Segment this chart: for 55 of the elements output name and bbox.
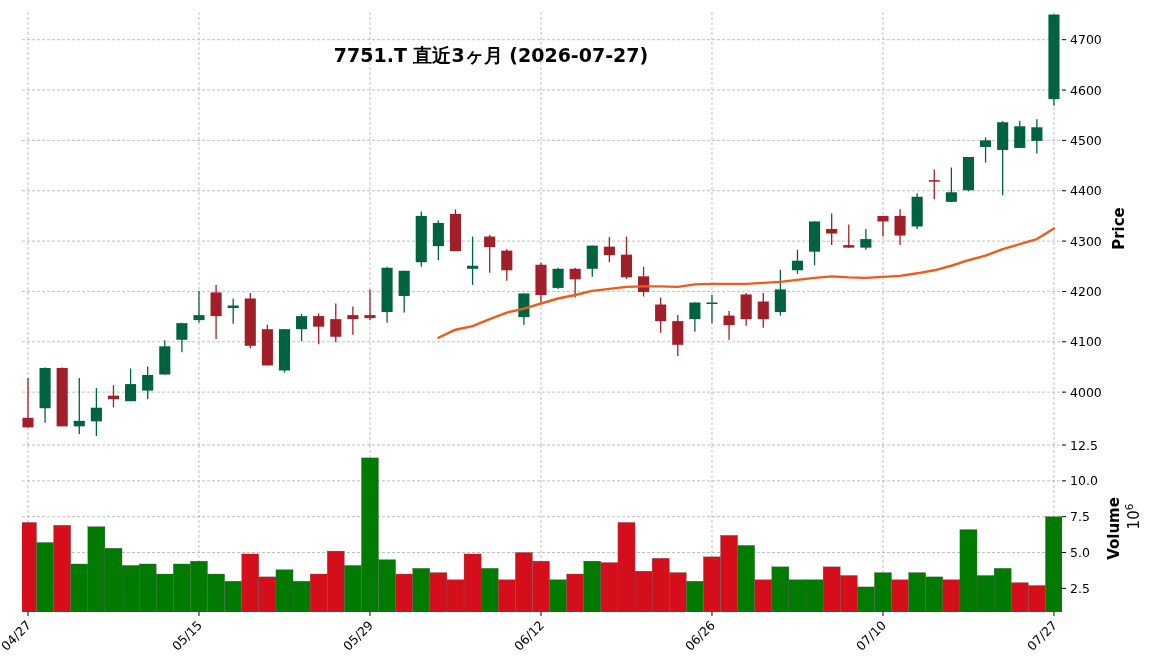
y-tick-label: 7.5: [1070, 509, 1090, 525]
candlestick: [313, 312, 325, 345]
candlestick: [569, 267, 581, 299]
candlestick: [672, 314, 684, 357]
y-tick-label: 4400: [1070, 183, 1102, 199]
candlestick: [843, 223, 855, 249]
candlestick: [193, 290, 205, 324]
candlestick: [689, 301, 701, 333]
candlestick: [330, 302, 342, 343]
candlestick: [296, 313, 308, 342]
text: 7751.T 直近3ヶ月 (2026-07-27): [333, 44, 649, 66]
candlestick: [980, 136, 992, 164]
candlestick: [723, 310, 735, 341]
y-tick-label: 4200: [1070, 283, 1102, 299]
candlestick: [655, 296, 667, 334]
y-tick-label: 10.0: [1070, 473, 1098, 489]
candlestick: [22, 377, 34, 429]
y-tick-label: 4600: [1070, 82, 1102, 98]
candlestick: [210, 284, 222, 340]
y-tick-label: 5.0: [1070, 545, 1090, 561]
candlestick: [364, 288, 376, 321]
y-tick-label: 4000: [1070, 384, 1102, 400]
candlestick: [467, 235, 479, 286]
y-tick-label: 4300: [1070, 233, 1102, 249]
candlestick: [347, 305, 359, 336]
candlestick: [774, 269, 786, 317]
candlestick: [142, 365, 154, 400]
candlestick: [1031, 118, 1043, 155]
candlestick: [894, 208, 906, 246]
candlestick: [90, 387, 102, 437]
candlestick: [176, 322, 188, 354]
candlestick: [125, 367, 137, 402]
y-tick-label: 2.5: [1070, 580, 1090, 596]
y-axis-title: Price: [1110, 207, 1128, 250]
candlestick: [945, 166, 957, 203]
candlestick: [586, 244, 598, 278]
candlestick: [501, 248, 513, 282]
candlestick: [432, 219, 444, 261]
y-tick-label: 4700: [1070, 32, 1102, 48]
candlestick: [860, 228, 872, 251]
candlestick: [826, 212, 838, 246]
candlestick: [484, 234, 496, 274]
candlestick: [620, 235, 633, 280]
candlestick: [791, 249, 804, 275]
candlestick: [928, 168, 940, 200]
y-tick-label: 12.5: [1070, 437, 1098, 453]
y-tick-label: 4500: [1070, 132, 1102, 148]
candlestick: [1014, 120, 1026, 149]
candlestick: [518, 292, 530, 326]
candlestick: [757, 292, 769, 329]
candlestick: [603, 236, 615, 263]
y-axis-title: Volume: [1105, 497, 1123, 560]
line-series: [437, 227, 1056, 339]
candlestick: [552, 267, 564, 290]
y-tick-label: 4100: [1070, 334, 1102, 350]
